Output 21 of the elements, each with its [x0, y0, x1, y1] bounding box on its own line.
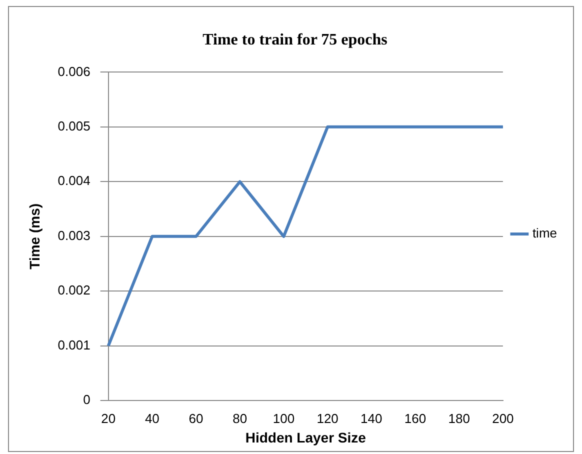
y-tick-label: 0.001	[58, 337, 90, 352]
y-tick-label: 0.002	[58, 282, 90, 298]
x-tick-label: 200	[492, 410, 514, 426]
y-tick-label: 0.005	[58, 118, 90, 134]
x-tick-label: 180	[448, 410, 470, 426]
x-tick-label: 140	[360, 410, 382, 426]
chart-title: Time to train for 75 epochs	[202, 32, 388, 49]
y-tick-label: 0.004	[58, 173, 90, 188]
x-tick-label: 160	[404, 410, 426, 426]
legend-label: time	[532, 226, 558, 241]
x-tick-label: 40	[144, 410, 160, 426]
y-tick-label: 0.003	[58, 228, 90, 243]
x-tick-label: 120	[316, 410, 338, 426]
x-tick-label: 20	[101, 410, 116, 426]
x-axis-title: Hidden Layer Size	[245, 429, 366, 446]
y-tick-label: 0	[83, 392, 90, 408]
x-tick-label: 100	[272, 410, 295, 426]
x-tick-label: 80	[232, 410, 248, 426]
y-tick-label: 0.006	[58, 64, 90, 79]
x-tick-label: 60	[188, 410, 204, 426]
y-axis-title: Time (ms)	[26, 203, 42, 270]
